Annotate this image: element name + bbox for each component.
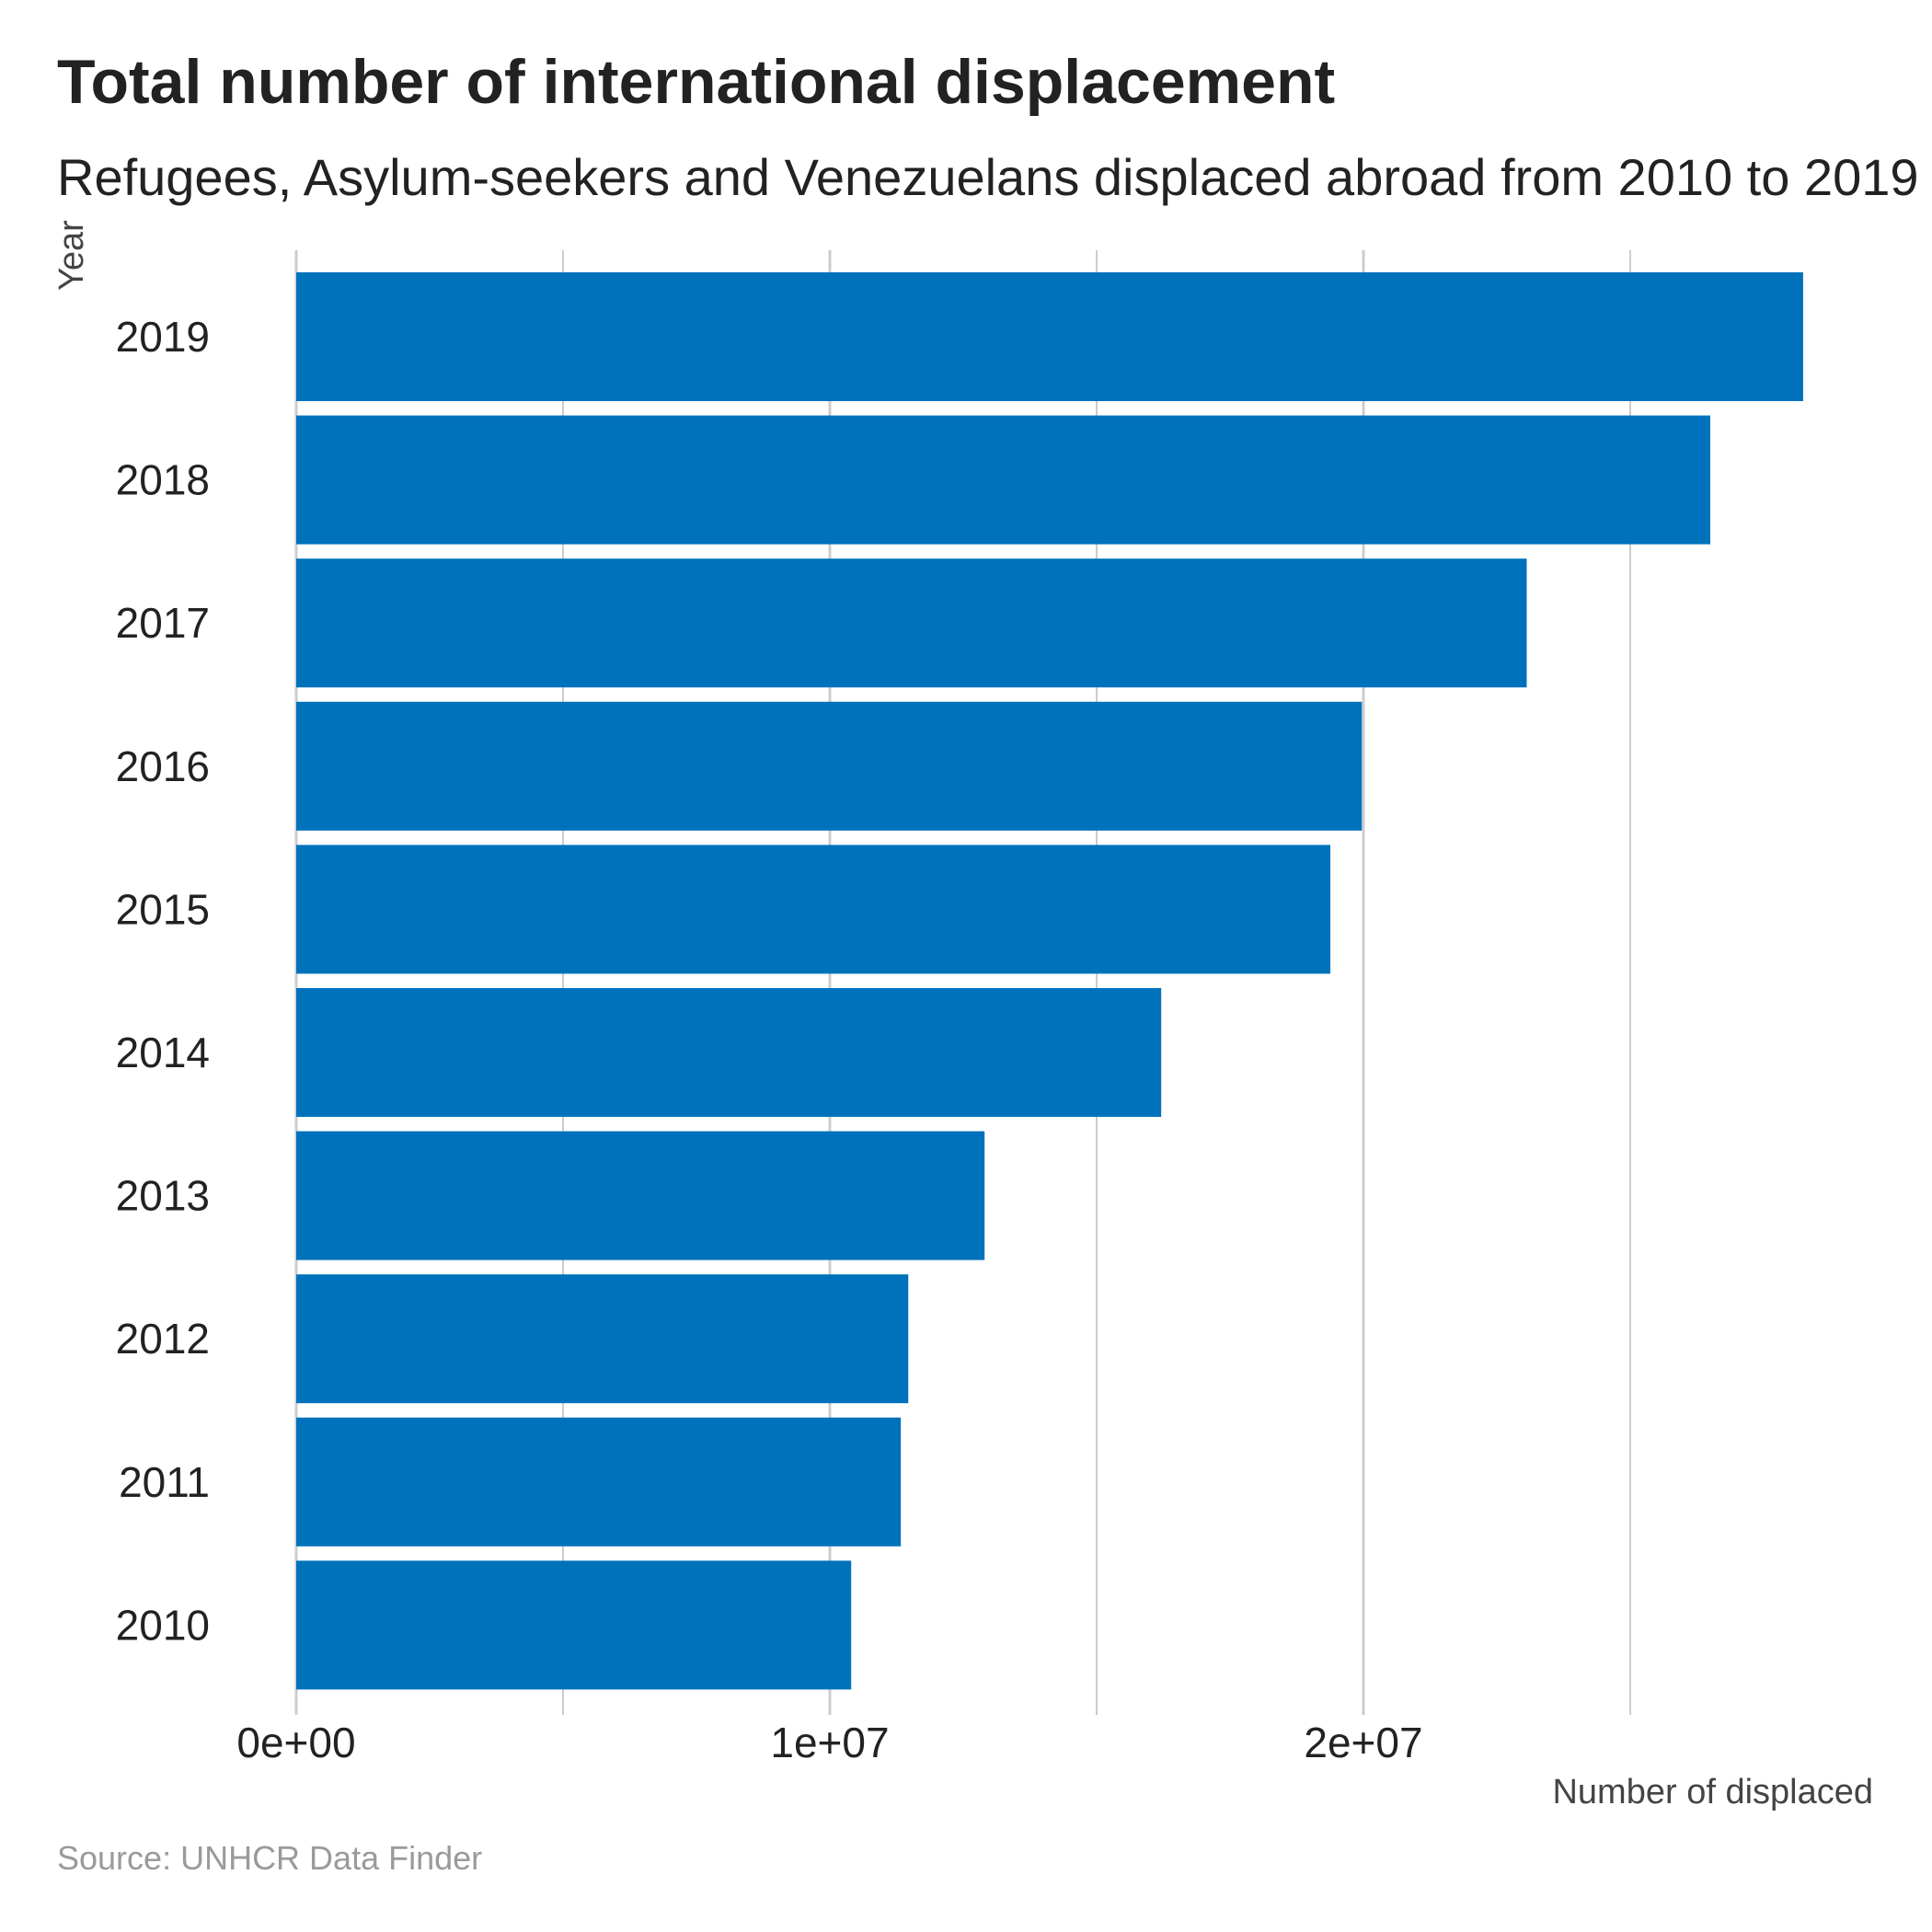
y-tick-label-2017: 2017 xyxy=(116,599,210,647)
y-tick-label-2016: 2016 xyxy=(116,742,210,790)
bar-2011 xyxy=(296,1417,902,1547)
y-tick-label-2013: 2013 xyxy=(116,1172,210,1220)
bar-2013 xyxy=(296,1131,985,1260)
bar-2014 xyxy=(296,988,1162,1117)
bar-2015 xyxy=(296,845,1331,974)
bar-2016 xyxy=(296,701,1363,831)
bar-2012 xyxy=(296,1274,909,1404)
y-tick-label-2019: 2019 xyxy=(116,313,210,361)
chart-title: Total number of international displaceme… xyxy=(57,47,1335,117)
x-tick-label: 1e+07 xyxy=(770,1719,889,1766)
bars xyxy=(296,272,1803,1690)
x-tick-label: 2e+07 xyxy=(1304,1719,1422,1766)
y-tick-labels: 2019 2018 2017 2016 2015 2014 2013 2012 2011 2010 xyxy=(116,313,210,1649)
chart-subtitle: Refugees, Asylum-seekers and Venezuelans… xyxy=(57,148,1919,206)
x-axis-label: Number of displaced xyxy=(1552,1773,1873,1811)
x-tick-labels: 0e+00 1e+07 2e+07 xyxy=(236,1719,1422,1766)
bar-2010 xyxy=(296,1560,852,1690)
y-tick-label-2011: 2011 xyxy=(119,1458,210,1506)
y-tick-label-2012: 2012 xyxy=(116,1315,210,1363)
y-axis-label: Year xyxy=(52,220,91,291)
bar-2019 xyxy=(296,272,1803,401)
x-tick-label: 0e+00 xyxy=(236,1719,355,1766)
bar-2018 xyxy=(296,415,1710,545)
y-tick-label-2018: 2018 xyxy=(116,456,210,504)
bar-2017 xyxy=(296,558,1527,688)
y-tick-label-2014: 2014 xyxy=(116,1029,210,1076)
source-caption: Source: UNHCR Data Finder xyxy=(57,1839,482,1877)
y-tick-label-2015: 2015 xyxy=(116,885,210,933)
y-tick-label-2010: 2010 xyxy=(116,1601,210,1649)
